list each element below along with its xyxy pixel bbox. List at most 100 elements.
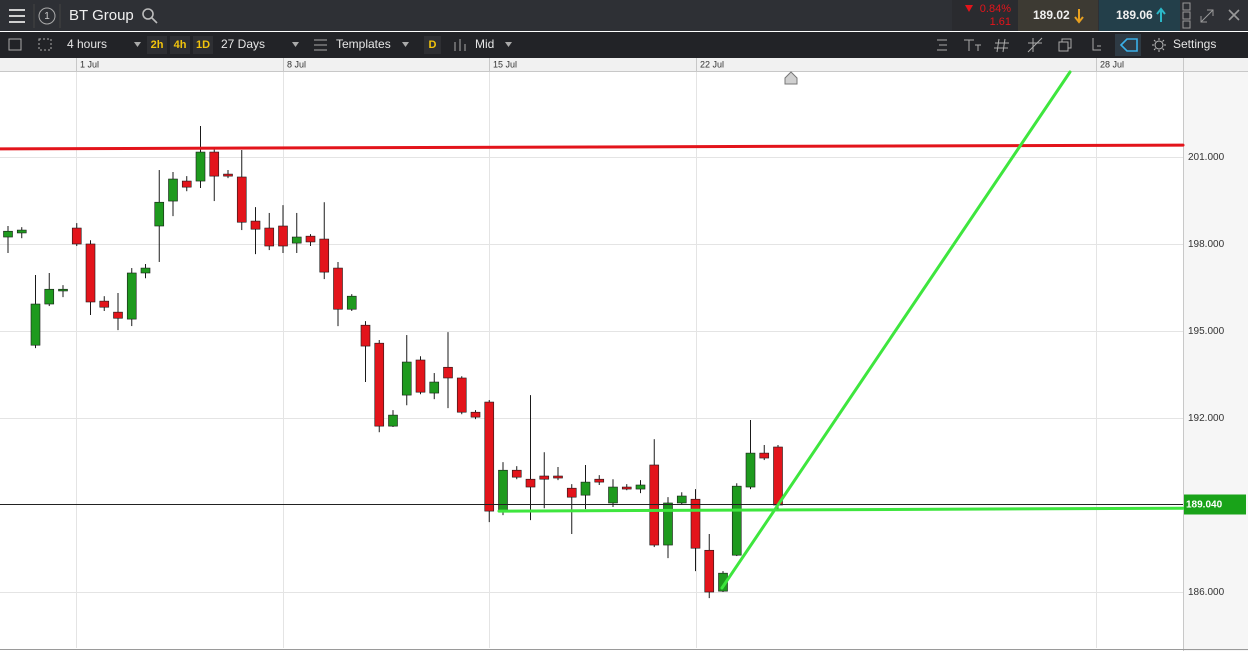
sell-box[interactable] [1018, 0, 1098, 31]
candle-body [553, 475, 563, 479]
quick-btn[interactable] [147, 36, 167, 54]
price-tag-label: 189.040 [1186, 500, 1223, 511]
candle-body [3, 230, 13, 238]
candle-body [443, 366, 453, 379]
price-axis [1183, 72, 1248, 651]
date-label: 15 Jul [493, 59, 517, 69]
quick-interval: 4h [174, 39, 187, 51]
down-triangle [965, 5, 973, 12]
trend-line [720, 70, 1072, 590]
plot: 186.000 192.000 195.000 198.000 201.000 [0, 70, 1225, 648]
candle-body [291, 236, 302, 244]
candle-body [126, 272, 137, 320]
templates-icon [314, 39, 327, 51]
candle-body [209, 151, 220, 177]
templates[interactable]: Templates [336, 37, 391, 51]
candle-body [745, 452, 756, 488]
candle-body [264, 227, 275, 247]
change-box [952, 0, 1018, 31]
candle-body [181, 180, 192, 188]
candle-body [690, 498, 701, 549]
date-label: 1 Jul [80, 59, 99, 69]
d-btn[interactable] [424, 36, 441, 54]
candle-body [621, 486, 632, 490]
candle-body [333, 267, 343, 310]
price-tag [1184, 494, 1246, 515]
candle-body [305, 235, 316, 243]
sell-price: 189.02 [1033, 8, 1070, 22]
candle-body [484, 401, 495, 512]
candle-body [113, 311, 123, 319]
candle-body [429, 381, 440, 394]
date-label: 28 Jul [1100, 59, 1124, 69]
candle-body [195, 151, 206, 182]
price-type[interactable]: Mid [475, 37, 494, 51]
candle-body [415, 359, 426, 393]
menu-icon[interactable] [9, 9, 25, 23]
candle-body [30, 303, 41, 346]
interval[interactable]: 4 hours [67, 37, 107, 51]
y-tick-label: 195.000 [1188, 326, 1225, 337]
candle-body [223, 173, 233, 177]
window-icons[interactable] [1182, 2, 1240, 29]
d-button: D [429, 39, 437, 51]
date-axis [0, 58, 1248, 72]
settings-icon[interactable] [1152, 38, 1166, 52]
candle-body [250, 220, 261, 230]
candle-body [360, 324, 371, 347]
candle-body [85, 243, 96, 303]
candle-body [580, 481, 591, 496]
date-label: 8 Jul [287, 59, 306, 69]
candle-body [58, 288, 68, 292]
candle-body [704, 549, 715, 593]
event-marker[interactable] [784, 71, 798, 85]
quick-interval: 2h [151, 39, 164, 51]
tag-icon [1119, 38, 1138, 52]
candle-body [731, 485, 742, 556]
candle-body [511, 469, 522, 478]
y-tick-label: 198.000 [1188, 239, 1225, 250]
candle-body [154, 201, 165, 227]
y-tick-label: 192.000 [1188, 413, 1225, 424]
candle-body [278, 225, 288, 247]
dropdown-arrow [134, 42, 141, 47]
candle-body [470, 411, 481, 418]
change-pct: 0.84% [980, 3, 1011, 15]
candle-body [319, 238, 330, 273]
candle-body [566, 487, 577, 498]
candle-body [168, 178, 178, 202]
dropdown-arrow [402, 42, 409, 47]
dropdown-arrow [292, 42, 299, 47]
instrument-name: BT Group [69, 7, 134, 24]
dropdown-arrow [505, 42, 512, 47]
trend-line [497, 506, 1185, 513]
quick-btn[interactable] [193, 36, 213, 54]
candle-body [594, 478, 605, 483]
candle-body [388, 414, 398, 427]
badge: 1 [44, 11, 50, 22]
candle-body [44, 288, 55, 305]
candle-body [635, 484, 646, 490]
candle-body [676, 495, 687, 504]
buy-price: 189.06 [1116, 8, 1153, 22]
date-label: 22 Jul [700, 59, 724, 69]
toolbar-icons[interactable] [8, 38, 52, 51]
quick-btn[interactable] [170, 36, 190, 54]
trend-line [0, 143, 1185, 151]
drawing-tools[interactable] [937, 37, 1101, 53]
candle-body [346, 295, 357, 310]
candle-body [456, 377, 467, 413]
candle-body [374, 342, 385, 427]
candle-body [401, 361, 412, 396]
candle-body [539, 475, 550, 480]
search-icon[interactable] [142, 8, 158, 24]
settings[interactable]: Settings [1173, 37, 1216, 51]
candle-body [663, 502, 673, 546]
buy-box[interactable] [1099, 0, 1180, 31]
change: 1.61 [990, 16, 1011, 28]
y-tick-label: 186.000 [1188, 587, 1225, 598]
badge-circle[interactable] [38, 7, 56, 25]
range[interactable]: 27 Days [221, 37, 265, 51]
